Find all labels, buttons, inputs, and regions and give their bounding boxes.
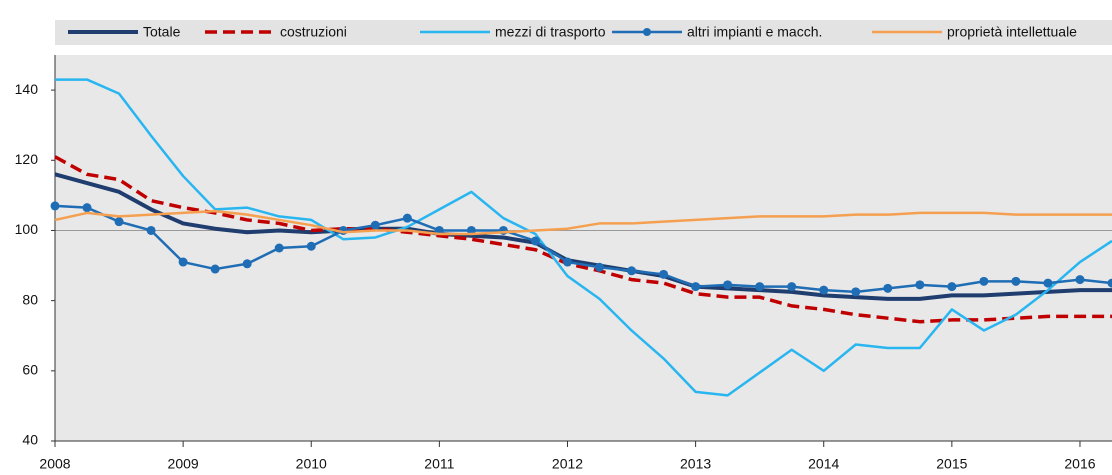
series-marker	[370, 220, 380, 230]
series-marker	[947, 282, 957, 292]
legend-label: mezzi di trasporto	[495, 24, 606, 40]
series-marker	[883, 283, 893, 293]
series-marker	[787, 282, 797, 292]
series-line	[54, 172, 1112, 301]
series-marker	[562, 257, 572, 267]
series-marker	[1075, 275, 1085, 285]
x-tick-label: 2016	[1064, 456, 1095, 472]
y-tick-label: 100	[15, 221, 39, 237]
series-marker	[1043, 278, 1053, 288]
series-line	[54, 155, 1112, 324]
x-tick-label: 2008	[39, 456, 70, 472]
series-marker	[627, 266, 637, 276]
y-tick-label: 120	[15, 151, 39, 167]
series-marker	[274, 243, 284, 253]
series-marker	[402, 213, 412, 223]
series-marker	[306, 241, 316, 251]
y-tick-label: 140	[15, 81, 39, 97]
series-marker	[915, 280, 925, 290]
series-line	[54, 204, 1112, 294]
y-tick-label: 80	[22, 291, 38, 307]
legend-marker	[643, 28, 651, 36]
series-marker	[146, 225, 156, 235]
series-marker	[242, 259, 252, 269]
series-marker	[82, 203, 92, 213]
series-marker	[114, 217, 124, 227]
series-marker	[1107, 278, 1112, 288]
series-marker	[723, 280, 733, 290]
legend-label: costruzioni	[280, 24, 347, 40]
series-marker	[178, 257, 188, 267]
series-marker	[979, 276, 989, 286]
series-line	[55, 78, 1112, 397]
x-tick-label: 2015	[936, 456, 967, 472]
series-marker	[530, 236, 540, 246]
x-tick-label: 2011	[424, 456, 454, 472]
x-tick-label: 2013	[680, 456, 711, 472]
series-marker	[819, 285, 829, 295]
series-marker	[659, 269, 669, 279]
series-line	[54, 209, 1112, 236]
series-marker	[595, 262, 605, 272]
x-tick-label: 2010	[296, 456, 327, 472]
y-tick-label: 60	[22, 362, 38, 378]
series-marker	[851, 287, 861, 297]
series-marker	[210, 264, 220, 274]
series-marker	[1011, 276, 1021, 286]
legend-label: proprietà intellettuale	[947, 24, 1077, 40]
x-tick-label: 2009	[168, 456, 199, 472]
series-marker	[755, 282, 765, 292]
x-tick-label: 2012	[552, 456, 583, 472]
x-tick-label: 2014	[808, 456, 839, 472]
series-marker	[691, 282, 701, 292]
series-marker	[50, 201, 60, 211]
legend-label: Totale	[143, 24, 181, 40]
plot-background	[55, 55, 1112, 441]
legend-label: altri impianti e macch.	[687, 24, 822, 40]
y-tick-label: 40	[22, 432, 38, 448]
